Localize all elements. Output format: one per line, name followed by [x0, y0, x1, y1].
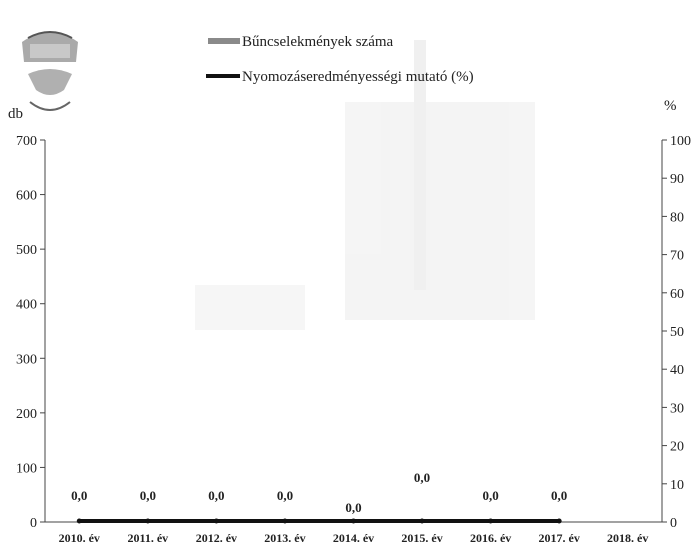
right-tick-label: 30 [670, 401, 684, 416]
right-axis-ticks: 0 10 20 30 40 50 60 70 80 90 100 [662, 134, 691, 531]
line-point [556, 518, 562, 524]
line-point [145, 518, 151, 524]
left-tick-label: 100 [16, 461, 37, 476]
data-label: 0,0 [345, 500, 361, 515]
left-tick-label: 0 [30, 516, 37, 531]
left-tick-label: 500 [16, 243, 37, 258]
legend: Bűncselekmények száma Nyomozáseredményes… [206, 34, 474, 85]
right-tick-label: 10 [670, 478, 684, 493]
data-labels: 0,0 0,0 0,0 0,0 0,0 0,0 0,0 0,0 [71, 470, 567, 515]
legend-swatch-bar [208, 38, 240, 44]
line-point [76, 518, 82, 524]
left-axis-ticks: 0 100 200 300 400 500 600 700 [16, 134, 45, 531]
line-point [419, 518, 425, 524]
category-label: 2012. év [196, 531, 237, 545]
data-label: 0,0 [551, 488, 567, 503]
right-tick-label: 50 [670, 325, 684, 340]
right-axis-unit: % [664, 98, 677, 114]
right-tick-label: 80 [670, 210, 684, 225]
left-tick-label: 200 [16, 407, 37, 422]
category-label: 2011. év [127, 531, 168, 545]
data-label: 0,0 [140, 488, 156, 503]
right-tick-label: 90 [670, 172, 684, 187]
right-tick-label: 0 [670, 516, 677, 531]
right-tick-label: 20 [670, 440, 684, 455]
category-label: 2014. év [333, 531, 374, 545]
left-tick-label: 600 [16, 189, 37, 204]
category-label: 2010. év [59, 531, 100, 545]
background-texture [195, 40, 535, 330]
left-axis-unit: db [8, 106, 23, 122]
data-label: 0,0 [277, 488, 293, 503]
category-label: 2015. év [401, 531, 442, 545]
right-tick-label: 40 [670, 363, 684, 378]
line-point [213, 518, 219, 524]
category-label: 2018. év [607, 531, 648, 545]
legend-label-bar: Bűncselekmények száma [242, 34, 394, 50]
category-label: 2016. év [470, 531, 511, 545]
line-point [351, 518, 356, 524]
coat-of-arms-logo [22, 31, 78, 111]
right-tick-label: 60 [670, 287, 684, 302]
left-tick-label: 400 [16, 298, 37, 313]
data-label: 0,0 [482, 488, 498, 503]
line-point [282, 518, 288, 524]
line-point [488, 518, 494, 524]
category-label: 2017. év [539, 531, 580, 545]
category-label: 2013. év [264, 531, 305, 545]
right-tick-label: 70 [670, 249, 684, 264]
legend-label-line: Nyomozáseredményességi mutató (%) [242, 69, 474, 85]
data-label: 0,0 [71, 488, 87, 503]
right-tick-label: 100 [670, 134, 691, 149]
category-labels: 2010. év 2011. év 2012. év 2013. év 2014. év… [59, 531, 649, 545]
data-label: 0,0 [414, 470, 430, 485]
data-label: 0,0 [208, 488, 224, 503]
left-tick-label: 700 [16, 134, 37, 149]
line-series [76, 518, 562, 524]
left-tick-label: 300 [16, 352, 37, 367]
